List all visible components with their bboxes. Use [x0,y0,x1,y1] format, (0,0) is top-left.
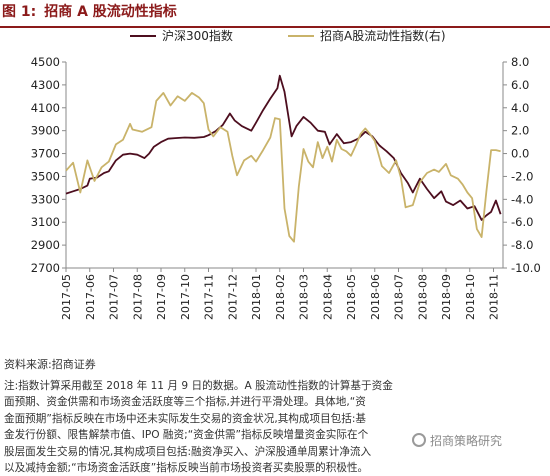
left-tick-label: 3700 [31,147,60,161]
right-tick-label: 0.0 [511,147,529,161]
right-tick-label: -4.0 [511,192,533,206]
footnote-line: 以及减持金额;“市场资金活跃度”指标反映当前市场投资者买卖股票的积极性。 [4,462,369,475]
left-tick-label: 2700 [31,261,60,275]
figure-label: 图 1: [2,4,37,20]
x-tick-label: 2017-07 [108,274,121,320]
left-tick-label: 3900 [31,124,60,138]
left-tick-label: 4100 [31,101,60,115]
right-tick-label: 2.0 [511,124,529,138]
x-tick-label: 2018-11 [488,274,501,320]
x-tick-label: 2018-04 [321,274,334,320]
footnote-line: 股层面发生交易的情况,其构成项目包括:融资净买入、沪深股通单周累计净流入 [4,445,372,458]
right-tick-label: -6.0 [511,215,533,229]
x-tick-label: 2018-02 [274,274,287,320]
x-tick-label: 2017-05 [60,274,73,320]
left-tick-label: 2900 [31,238,60,252]
x-tick-label: 2018-01 [250,274,263,320]
watermark-text: 招商策略研究 [430,434,503,448]
source-note: 资料来源:招商证券 [4,358,96,371]
x-tick-label: 2018-06 [369,274,382,320]
right-tick-label: 6.0 [511,78,529,92]
right-tick-label: 8.0 [511,55,529,69]
x-tick-label: 2018-09 [440,274,453,320]
left-tick-label: 3100 [31,215,60,229]
x-tick-label: 2018-10 [464,274,477,320]
right-tick-label: -2.0 [511,169,533,183]
x-tick-label: 2018-03 [298,274,311,320]
liquidity-index-line [65,92,501,243]
watermark: 招商策略研究 [412,432,502,449]
right-tick-label: -8.0 [511,238,533,252]
left-tick-label: 3300 [31,192,60,206]
figure-title: 招商 A 股流动性指标 [44,4,177,20]
x-tick-label: 2018-05 [345,274,358,320]
left-tick-label: 3500 [31,169,60,183]
figure-title-bar: 图 1: 招商 A 股流动性指标 [0,0,550,28]
right-tick-label: 4.0 [511,101,529,115]
footnote-line: 金面预期”指标反映在市场中还未实际发生交易的资金状况,其构成项目包括:基 [4,412,367,425]
wechat-logo-icon [412,433,426,447]
legend-label-hs300: 沪深300指数 [162,28,233,43]
x-tick-label: 2018-07 [393,274,406,320]
x-tick-label: 2017-11 [203,274,216,320]
footnote-line: 金发行份额、限售解禁市值、IPO 融资;“资金供需”指标反映增量资金实际在个 [4,429,369,442]
x-tick-label: 2018-08 [416,274,429,320]
right-tick-label: -10.0 [511,261,541,275]
liquidity-chart: 2700 2900 3100 3300 3500 3700 3900 4100 4300 4500… [31,28,541,320]
left-tick-label: 4300 [31,78,60,92]
legend-label-liquidity: 招商A股流动性指数(右) [320,28,446,43]
x-tick-label: 2017-06 [84,274,97,320]
footnote: 注:指数计算采用截至 2018 年 11 月 9 日的数据。A 股流动性指数的计… [4,378,544,476]
hs300-line [65,74,502,221]
x-tick-label: 2017-12 [226,274,239,320]
footnote-line: 注:指数计算采用截至 2018 年 11 月 9 日的数据。A 股流动性指数的计… [4,380,393,392]
footnote-line: 面预期、资金供需和市场资金活跃度等三个指标,并进行平滑处理。具体地,“资 [4,396,366,409]
x-tick-label: 2017-08 [131,274,144,320]
left-tick-label: 4500 [31,55,60,69]
x-tick-label: 2017-09 [155,274,168,320]
x-tick-label: 2017-10 [179,274,192,320]
